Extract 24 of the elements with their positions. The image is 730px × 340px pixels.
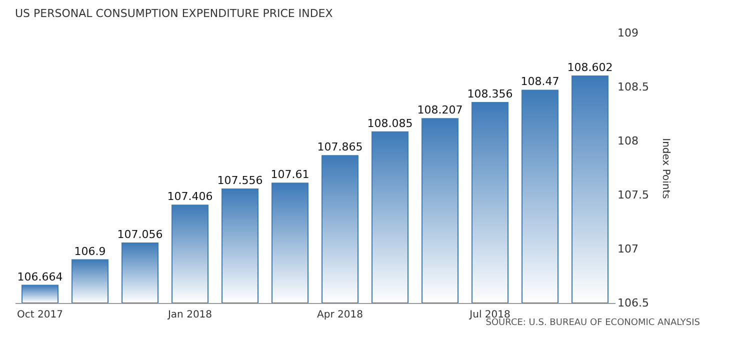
y-tick-label: 108.5: [618, 80, 649, 94]
data-label: 108.085: [367, 116, 413, 130]
data-label: 108.47: [520, 75, 560, 88]
data-label: 108.602: [567, 60, 613, 74]
data-label: 107.556: [217, 174, 263, 187]
y-tick-label: 108: [618, 134, 638, 148]
x-tick-label: Jan 2018: [166, 310, 212, 320]
x-tick-label: Oct 2017: [17, 310, 63, 320]
y-tick-label: 106.5: [618, 296, 649, 310]
y-tick-label: 109: [618, 26, 638, 40]
data-label: 107.406: [167, 190, 213, 204]
data-label: 106.664: [17, 270, 63, 284]
data-label: 107.61: [270, 168, 310, 182]
source-note: SOURCE: U.S. BUREAU OF ECONOMIC ANALYSIS: [486, 318, 700, 328]
data-label: 108.356: [467, 88, 513, 101]
data-label: 107.056: [117, 228, 163, 241]
data-label: 106.9: [74, 244, 106, 258]
data-label: 107.865: [317, 140, 363, 154]
x-tick-label: Apr 2018: [317, 310, 363, 320]
y-tick-label: 107.5: [618, 188, 649, 202]
chart-title: US PERSONAL CONSUMPTION EXPENDITURE PRICE INDEX: [15, 7, 334, 20]
y-axis-title: Index Points: [660, 138, 671, 199]
data-label: 108.207: [417, 104, 463, 117]
y-tick-label: 107: [618, 242, 638, 256]
